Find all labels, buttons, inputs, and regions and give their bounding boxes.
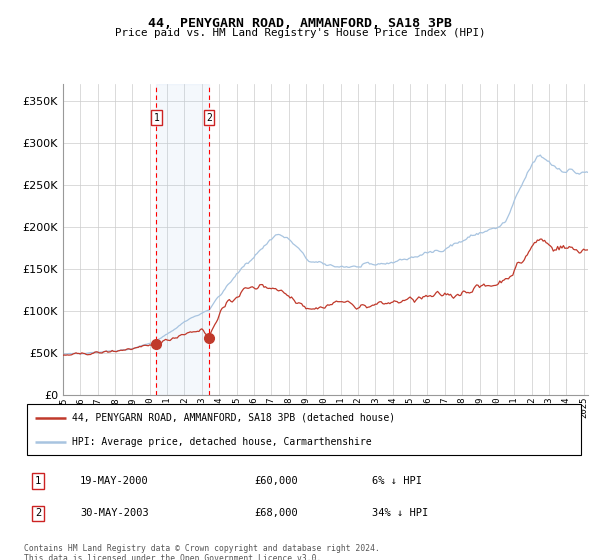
- Text: This data is licensed under the Open Government Licence v3.0.: This data is licensed under the Open Gov…: [24, 554, 322, 560]
- Text: Contains HM Land Registry data © Crown copyright and database right 2024.: Contains HM Land Registry data © Crown c…: [24, 544, 380, 553]
- Text: 1: 1: [35, 476, 41, 486]
- Text: 2: 2: [206, 113, 212, 123]
- Text: 1: 1: [154, 113, 160, 123]
- Text: Price paid vs. HM Land Registry's House Price Index (HPI): Price paid vs. HM Land Registry's House …: [115, 28, 485, 38]
- Text: 44, PENYGARN ROAD, AMMANFORD, SA18 3PB (detached house): 44, PENYGARN ROAD, AMMANFORD, SA18 3PB (…: [71, 413, 395, 423]
- Text: 34% ↓ HPI: 34% ↓ HPI: [372, 508, 428, 519]
- Text: 44, PENYGARN ROAD, AMMANFORD, SA18 3PB: 44, PENYGARN ROAD, AMMANFORD, SA18 3PB: [148, 17, 452, 30]
- Bar: [157, 84, 209, 395]
- Text: 6% ↓ HPI: 6% ↓ HPI: [372, 476, 422, 486]
- Text: HPI: Average price, detached house, Carmarthenshire: HPI: Average price, detached house, Carm…: [71, 437, 371, 447]
- FancyBboxPatch shape: [27, 404, 581, 455]
- Text: £68,000: £68,000: [254, 508, 298, 519]
- Text: 30-MAY-2003: 30-MAY-2003: [80, 508, 149, 519]
- Text: 2: 2: [35, 508, 41, 519]
- Text: £60,000: £60,000: [254, 476, 298, 486]
- Text: 19-MAY-2000: 19-MAY-2000: [80, 476, 149, 486]
